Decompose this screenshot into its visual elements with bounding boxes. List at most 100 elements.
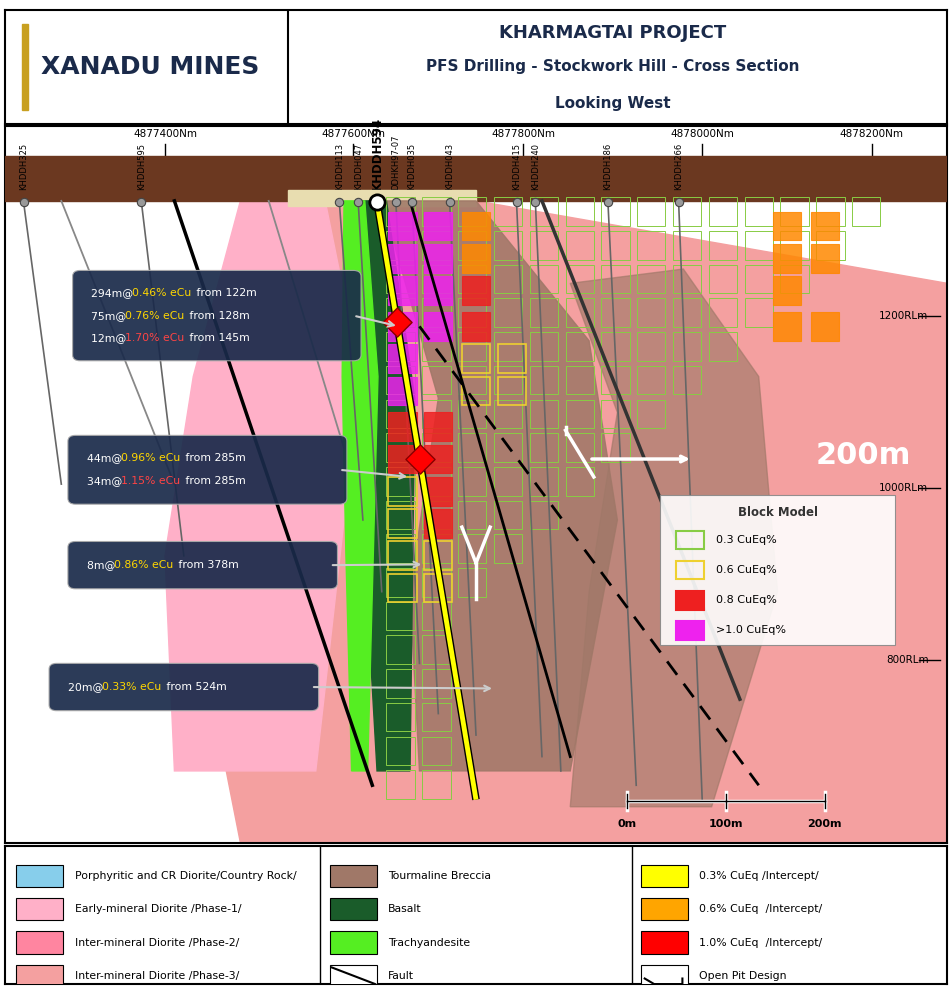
- Bar: [709, 299, 737, 327]
- Bar: [773, 276, 802, 305]
- Bar: [423, 231, 450, 260]
- Bar: [773, 244, 802, 273]
- Bar: [494, 366, 523, 395]
- Bar: [423, 366, 450, 395]
- Polygon shape: [358, 201, 415, 771]
- Text: 8m@: 8m@: [87, 560, 119, 570]
- Bar: [602, 332, 629, 361]
- Bar: [425, 212, 452, 240]
- Bar: [565, 366, 594, 395]
- Bar: [744, 197, 773, 225]
- Text: 294m@: 294m@: [91, 288, 137, 298]
- Bar: [387, 332, 415, 361]
- Bar: [458, 366, 486, 395]
- Bar: [462, 344, 490, 373]
- Bar: [458, 568, 486, 596]
- Text: KHDDH595: KHDDH595: [137, 143, 146, 190]
- Bar: [423, 400, 450, 428]
- Point: [412, 451, 427, 467]
- Bar: [330, 964, 377, 987]
- Bar: [16, 865, 63, 887]
- Bar: [423, 737, 450, 765]
- Polygon shape: [382, 201, 618, 771]
- Bar: [529, 197, 558, 225]
- Bar: [816, 231, 844, 260]
- FancyBboxPatch shape: [50, 664, 319, 711]
- Text: 4878000Nm: 4878000Nm: [670, 130, 734, 139]
- Text: XANADU MINES: XANADU MINES: [41, 54, 259, 79]
- Bar: [388, 377, 417, 405]
- Text: KHDDH415: KHDDH415: [512, 143, 521, 190]
- Bar: [494, 500, 523, 529]
- Bar: [387, 770, 415, 799]
- Bar: [494, 467, 523, 495]
- Bar: [22, 24, 29, 110]
- Bar: [5, 156, 947, 201]
- Bar: [462, 377, 490, 405]
- Text: KHDDH047: KHDDH047: [354, 143, 363, 190]
- Bar: [641, 898, 688, 921]
- Text: 12m@: 12m@: [91, 333, 130, 343]
- Bar: [425, 276, 452, 305]
- Bar: [529, 265, 558, 294]
- Bar: [462, 276, 490, 305]
- Bar: [423, 770, 450, 799]
- Bar: [387, 568, 415, 596]
- Bar: [387, 433, 415, 462]
- Polygon shape: [342, 201, 378, 771]
- Text: 1.0% CuEq  /Intercept/: 1.0% CuEq /Intercept/: [700, 938, 823, 947]
- Bar: [387, 400, 415, 428]
- Text: 0.8 CuEq%: 0.8 CuEq%: [716, 595, 777, 605]
- Bar: [529, 231, 558, 260]
- Bar: [565, 467, 594, 495]
- Text: KHDDH325: KHDDH325: [19, 143, 29, 190]
- Bar: [673, 265, 702, 294]
- Bar: [498, 344, 526, 373]
- Text: KHDDH240: KHDDH240: [531, 143, 540, 190]
- Text: 4877800Nm: 4877800Nm: [491, 130, 555, 139]
- Bar: [387, 366, 415, 395]
- Text: 44m@: 44m@: [87, 453, 126, 463]
- Bar: [498, 377, 526, 405]
- FancyBboxPatch shape: [660, 494, 896, 646]
- Bar: [773, 212, 802, 240]
- Text: Inter-mineral Diorite /Phase-2/: Inter-mineral Diorite /Phase-2/: [74, 938, 239, 947]
- Bar: [387, 601, 415, 630]
- Text: 20m@: 20m@: [68, 682, 107, 692]
- Bar: [425, 412, 452, 441]
- Text: Porphyritic and CR Diorite/Country Rock/: Porphyritic and CR Diorite/Country Rock/: [74, 871, 296, 881]
- Bar: [602, 299, 629, 327]
- Bar: [676, 531, 704, 549]
- Bar: [425, 313, 452, 340]
- Bar: [458, 433, 486, 462]
- Bar: [602, 197, 629, 225]
- Text: Basalt: Basalt: [388, 904, 422, 914]
- Text: PFS Drilling - Stockwork Hill - Cross Section: PFS Drilling - Stockwork Hill - Cross Se…: [426, 59, 800, 74]
- Bar: [423, 265, 450, 294]
- Text: 4877400Nm: 4877400Nm: [133, 130, 197, 139]
- Bar: [529, 500, 558, 529]
- Bar: [387, 635, 415, 664]
- Bar: [529, 299, 558, 327]
- Bar: [387, 265, 415, 294]
- Bar: [458, 500, 486, 529]
- Bar: [641, 964, 688, 987]
- Text: from 285m: from 285m: [182, 453, 246, 463]
- Text: from 378m: from 378m: [175, 560, 239, 570]
- Bar: [423, 601, 450, 630]
- Text: KHDDH186: KHDDH186: [604, 142, 612, 190]
- Text: Tourmaline Breccia: Tourmaline Breccia: [388, 871, 491, 881]
- Text: 4878200Nm: 4878200Nm: [840, 130, 903, 139]
- Bar: [387, 500, 415, 529]
- Polygon shape: [165, 201, 353, 771]
- Text: 34m@: 34m@: [87, 477, 126, 487]
- Bar: [744, 299, 773, 327]
- Bar: [709, 332, 737, 361]
- Bar: [388, 574, 417, 602]
- Bar: [388, 344, 417, 373]
- Bar: [462, 244, 490, 273]
- Bar: [810, 212, 839, 240]
- Text: 0.3% CuEq /Intercept/: 0.3% CuEq /Intercept/: [700, 871, 819, 881]
- Bar: [529, 332, 558, 361]
- Bar: [709, 265, 737, 294]
